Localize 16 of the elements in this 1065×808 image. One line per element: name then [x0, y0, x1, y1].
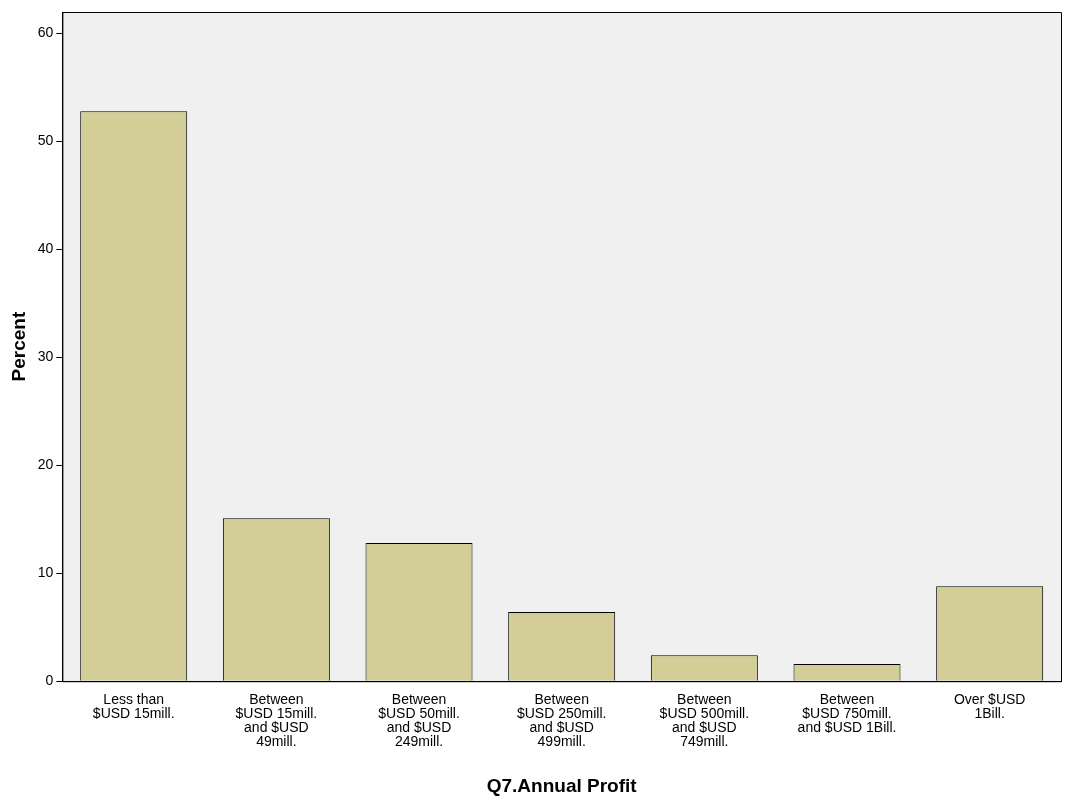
x-tick-label: Over $USD 1Bill.: [953, 691, 1026, 722]
x-tick-label: Between $USD 500mill. and $USD 749mill.: [659, 691, 750, 750]
x-tick-label: Between $USD 50mill. and $USD 249mill.: [378, 691, 460, 750]
x-tick-label: Between $USD 15mill. and $USD 49mill.: [235, 691, 318, 750]
y-axis-title: Percent: [7, 311, 29, 382]
y-tick-label: 20: [37, 456, 54, 473]
y-tick-label: 40: [37, 240, 54, 257]
y-tick-label: 0: [45, 672, 54, 689]
y-tick-label: 60: [37, 24, 54, 41]
x-tick-label: Between $USD 750mill. and $USD 1Bill.: [797, 691, 897, 736]
x-tick-label: Between $USD 250mill. and $USD 499mill.: [516, 691, 607, 750]
x-axis-title: Q7.Annual Profit: [486, 774, 638, 796]
x-tick-label: Less than $USD 15mill.: [92, 691, 175, 722]
y-tick-label: 30: [37, 348, 54, 365]
y-tick-label: 50: [37, 132, 54, 149]
y-tick-label: 10: [37, 564, 54, 581]
